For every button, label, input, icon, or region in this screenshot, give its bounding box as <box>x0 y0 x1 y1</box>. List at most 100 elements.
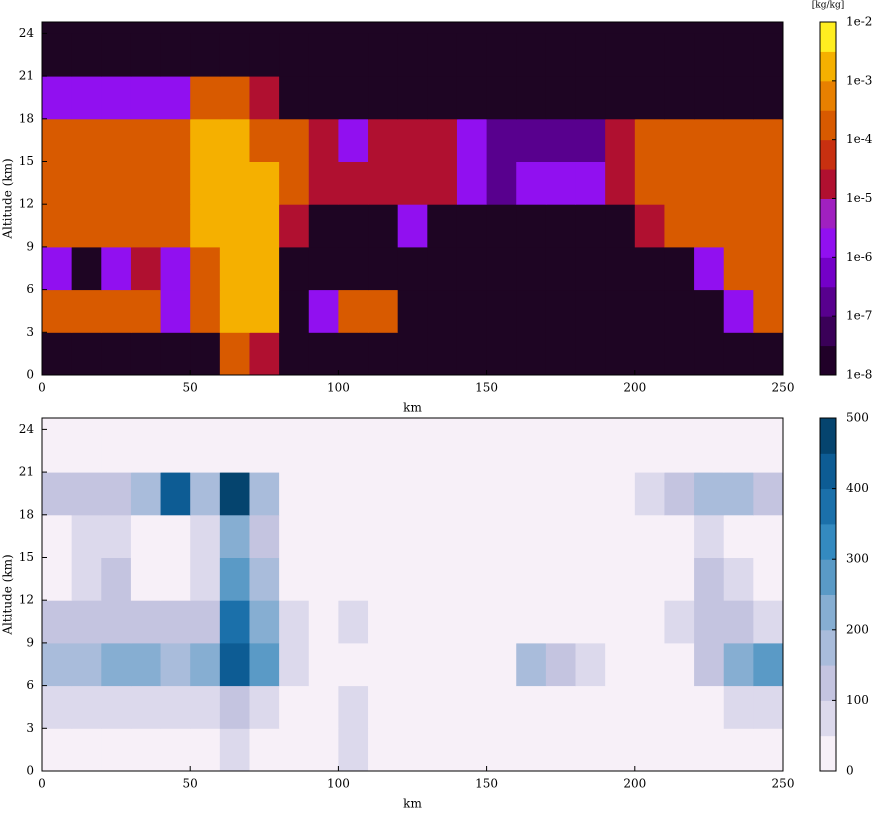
heat-cell <box>249 685 280 729</box>
heat-cell <box>753 429 784 473</box>
colorbar-label: [kg/kg] <box>812 1 844 11</box>
heat-cell <box>664 557 695 601</box>
heat-cell <box>42 600 73 644</box>
heat-cell <box>664 76 695 120</box>
heat-cell <box>664 429 695 473</box>
heat-cell <box>575 33 606 77</box>
colorbar-band <box>820 286 836 317</box>
heat-cell <box>160 728 191 772</box>
heat-cell <box>427 246 458 291</box>
heat-cell <box>71 161 102 205</box>
heat-cell <box>456 246 488 291</box>
heat-cell <box>605 429 636 473</box>
heat-cell <box>664 332 695 376</box>
heat-cell <box>279 76 310 120</box>
colorbar-band <box>820 139 836 170</box>
heat-cell <box>456 642 488 687</box>
heat-cell <box>190 33 221 77</box>
heat-cell <box>575 76 606 120</box>
heat-cell <box>634 642 665 687</box>
colorbar-band <box>820 198 836 229</box>
heat-cell <box>368 161 399 205</box>
heat-cell <box>160 204 191 248</box>
y-axis-label: Altitude (km) <box>1 158 15 239</box>
heat-cell <box>249 728 280 772</box>
heat-cell <box>338 76 369 120</box>
heat-cell <box>575 246 606 291</box>
y-tick-label: 6 <box>26 282 34 296</box>
heat-cell <box>190 289 221 333</box>
colorbar-band <box>820 345 836 376</box>
plot-frame <box>41 417 784 772</box>
heat-cell <box>427 557 458 601</box>
heat-cell <box>368 642 399 687</box>
heat-cell <box>664 472 695 516</box>
heat-cell <box>427 600 458 644</box>
heat-cell <box>190 246 221 291</box>
heat-cell <box>634 289 665 333</box>
heat-cell <box>42 429 73 473</box>
heat-cell <box>753 246 784 291</box>
heat-cell <box>516 33 547 77</box>
heat-cell <box>338 204 369 248</box>
heat-cell <box>605 118 636 162</box>
heat-cell <box>160 332 191 376</box>
heat-cell <box>219 642 250 687</box>
heat-cell <box>753 204 784 248</box>
heat-cell <box>160 514 191 558</box>
heat-cell <box>456 33 488 77</box>
heat-cell <box>545 642 577 687</box>
heat-cell <box>545 557 577 601</box>
heat-cell <box>308 557 339 601</box>
heat-cell <box>545 728 577 772</box>
heat-cell <box>130 557 162 601</box>
heat-cell <box>130 289 162 333</box>
heat-cell <box>219 161 250 205</box>
colorbar-tick-label: 1e-7 <box>846 309 872 323</box>
heat-cell <box>130 246 162 291</box>
heat-cell <box>42 118 73 162</box>
heat-cell <box>694 685 725 729</box>
heat-cell <box>545 685 577 729</box>
heat-cell <box>279 429 310 473</box>
heat-cell <box>130 685 162 729</box>
y-tick-label: 9 <box>26 239 34 253</box>
heat-cell <box>753 514 784 558</box>
colorbar-band <box>820 594 836 631</box>
heat-cell <box>71 600 102 644</box>
heat-cell <box>42 514 73 558</box>
heat-cell <box>397 685 428 729</box>
colorbar-tick-label: 500 <box>846 411 869 425</box>
heat-cell <box>160 472 191 516</box>
heat-cell <box>634 118 665 162</box>
colorbar-tick-label: 1e-3 <box>846 73 872 87</box>
heat-cell <box>605 33 636 77</box>
heat-cell <box>397 76 428 120</box>
heat-cell <box>753 289 784 333</box>
heat-cell <box>575 685 606 729</box>
x-tick-label: 100 <box>327 381 350 395</box>
heat-cell <box>575 204 606 248</box>
heat-cell <box>694 289 725 333</box>
y-tick-label: 15 <box>19 550 34 564</box>
heat-cell <box>694 204 725 248</box>
heat-cell <box>456 429 488 473</box>
heat-cell <box>575 472 606 516</box>
heat-cell <box>753 76 784 120</box>
heat-cell <box>486 685 517 729</box>
heat-cell <box>279 600 310 644</box>
heat-cell <box>130 600 162 644</box>
heat-cell <box>308 289 339 333</box>
y-tick-label: 24 <box>19 422 35 436</box>
y-tick-label: 21 <box>19 465 34 479</box>
colorbar-band <box>820 559 836 595</box>
x-tick-label: 200 <box>623 381 646 395</box>
heat-cell <box>723 289 754 333</box>
heat-cell <box>219 204 250 248</box>
heat-cell <box>42 76 73 120</box>
heat-cell <box>249 429 280 473</box>
heat-cell <box>516 472 547 516</box>
heat-cell <box>486 76 517 120</box>
heat-cell <box>368 33 399 77</box>
heat-cell <box>219 289 250 333</box>
